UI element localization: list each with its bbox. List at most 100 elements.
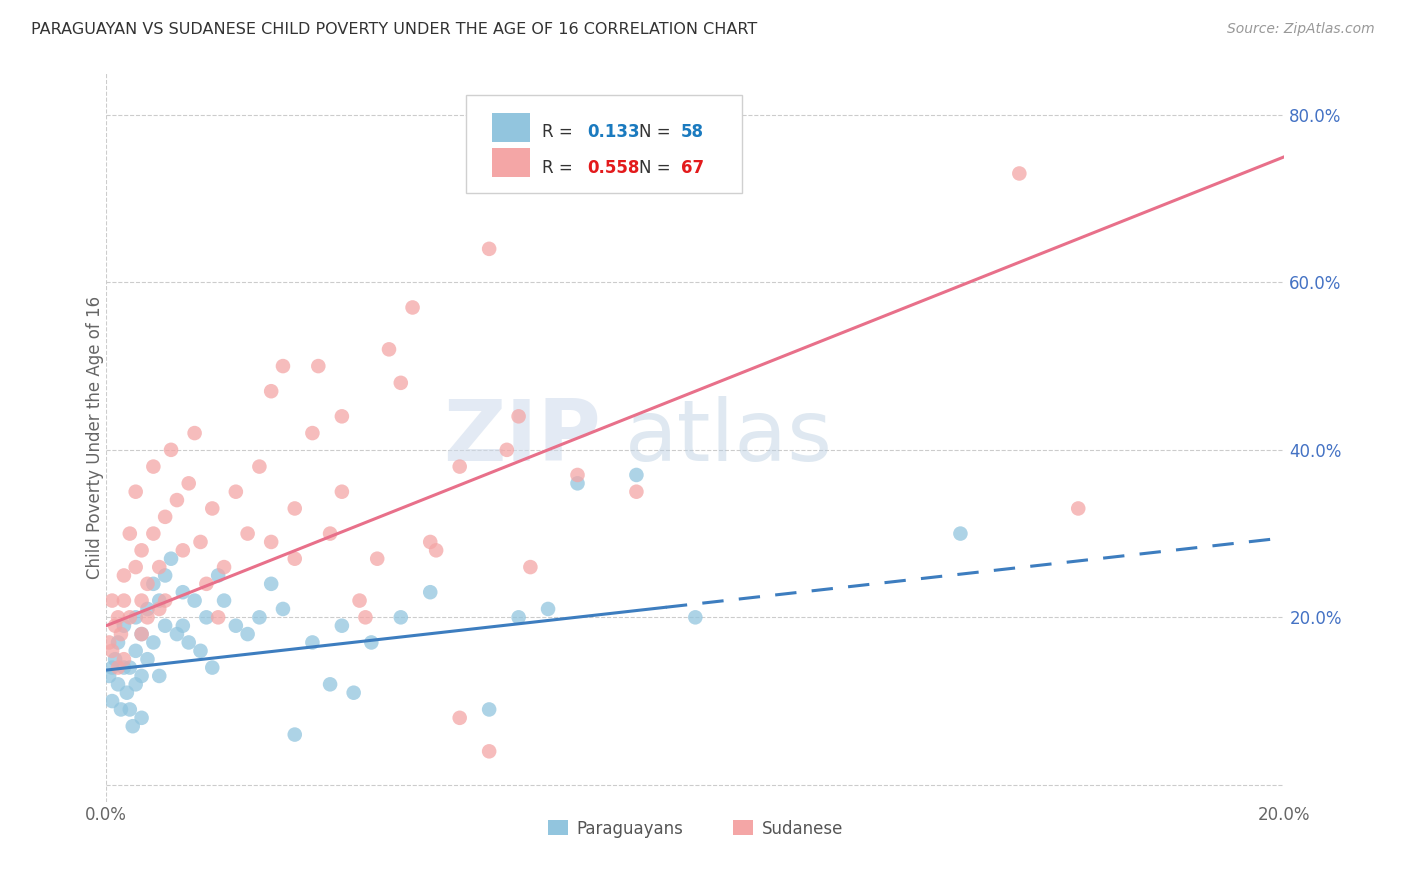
Point bbox=[401, 301, 423, 315]
Point bbox=[195, 610, 218, 624]
Point bbox=[425, 543, 447, 558]
Point bbox=[118, 610, 141, 624]
Point bbox=[148, 669, 170, 683]
Point bbox=[284, 551, 307, 566]
Point bbox=[626, 484, 648, 499]
Point bbox=[131, 627, 153, 641]
Point bbox=[153, 593, 176, 607]
Text: N =: N = bbox=[638, 123, 676, 141]
Point bbox=[567, 476, 589, 491]
Point bbox=[101, 593, 124, 607]
Point bbox=[118, 660, 141, 674]
Point bbox=[449, 459, 471, 474]
Point bbox=[107, 677, 129, 691]
Point bbox=[284, 501, 307, 516]
Text: 0.133: 0.133 bbox=[586, 123, 640, 141]
Point bbox=[183, 593, 205, 607]
Point bbox=[172, 585, 194, 599]
Point bbox=[478, 744, 501, 758]
Point bbox=[626, 467, 648, 482]
Text: 0.558: 0.558 bbox=[586, 160, 640, 178]
Point bbox=[98, 635, 121, 649]
Point bbox=[366, 551, 388, 566]
Point bbox=[136, 602, 159, 616]
Point bbox=[118, 702, 141, 716]
Point bbox=[236, 526, 259, 541]
Point bbox=[115, 686, 138, 700]
Point bbox=[537, 602, 560, 616]
Text: R =: R = bbox=[543, 160, 578, 178]
Point bbox=[121, 719, 143, 733]
Point bbox=[307, 359, 329, 373]
Point bbox=[131, 669, 153, 683]
Point bbox=[478, 242, 501, 256]
Point bbox=[98, 669, 121, 683]
Point bbox=[177, 635, 200, 649]
Point bbox=[148, 560, 170, 574]
Point bbox=[104, 652, 127, 666]
Point bbox=[160, 442, 183, 457]
Point bbox=[190, 535, 212, 549]
Point bbox=[225, 618, 247, 632]
Point bbox=[172, 618, 194, 632]
Point bbox=[110, 702, 132, 716]
Point bbox=[330, 409, 353, 424]
Text: PARAGUAYAN VS SUDANESE CHILD POVERTY UNDER THE AGE OF 16 CORRELATION CHART: PARAGUAYAN VS SUDANESE CHILD POVERTY UND… bbox=[31, 22, 758, 37]
Point bbox=[949, 526, 972, 541]
Point bbox=[166, 627, 188, 641]
Point bbox=[112, 618, 135, 632]
Point bbox=[567, 467, 589, 482]
Point bbox=[142, 459, 165, 474]
Point bbox=[201, 660, 224, 674]
Point bbox=[125, 610, 148, 624]
Point bbox=[136, 652, 159, 666]
Point bbox=[378, 343, 401, 357]
Text: Source: ZipAtlas.com: Source: ZipAtlas.com bbox=[1227, 22, 1375, 37]
Point bbox=[190, 644, 212, 658]
Point bbox=[131, 593, 153, 607]
Point bbox=[148, 602, 170, 616]
FancyBboxPatch shape bbox=[465, 95, 742, 194]
Point bbox=[142, 635, 165, 649]
Point bbox=[107, 610, 129, 624]
Text: R =: R = bbox=[543, 123, 578, 141]
Point bbox=[125, 560, 148, 574]
Point bbox=[172, 543, 194, 558]
Point bbox=[142, 526, 165, 541]
Point bbox=[125, 677, 148, 691]
Point bbox=[478, 702, 501, 716]
Point bbox=[508, 610, 530, 624]
Point bbox=[1008, 166, 1031, 180]
Point bbox=[389, 376, 412, 390]
Point bbox=[112, 568, 135, 582]
Point bbox=[271, 359, 294, 373]
Point bbox=[101, 694, 124, 708]
Point bbox=[419, 535, 441, 549]
Point bbox=[136, 577, 159, 591]
Point bbox=[112, 660, 135, 674]
Point bbox=[110, 627, 132, 641]
Point bbox=[236, 627, 259, 641]
Point bbox=[212, 593, 235, 607]
Text: ZIP: ZIP bbox=[443, 396, 602, 479]
Point bbox=[195, 577, 218, 591]
Point bbox=[183, 426, 205, 441]
Point bbox=[125, 484, 148, 499]
Point bbox=[247, 459, 270, 474]
Point bbox=[177, 476, 200, 491]
Legend: Paraguayans, Sudanese: Paraguayans, Sudanese bbox=[541, 813, 849, 844]
Point bbox=[247, 610, 270, 624]
Point bbox=[519, 560, 541, 574]
Point bbox=[260, 577, 283, 591]
Point bbox=[148, 593, 170, 607]
Point bbox=[212, 560, 235, 574]
Point bbox=[112, 652, 135, 666]
Point bbox=[449, 711, 471, 725]
Point bbox=[225, 484, 247, 499]
Bar bbox=[492, 113, 530, 142]
Point bbox=[101, 644, 124, 658]
Point bbox=[118, 526, 141, 541]
Point bbox=[1067, 501, 1090, 516]
Point bbox=[508, 409, 530, 424]
Y-axis label: Child Poverty Under the Age of 16: Child Poverty Under the Age of 16 bbox=[86, 296, 104, 579]
